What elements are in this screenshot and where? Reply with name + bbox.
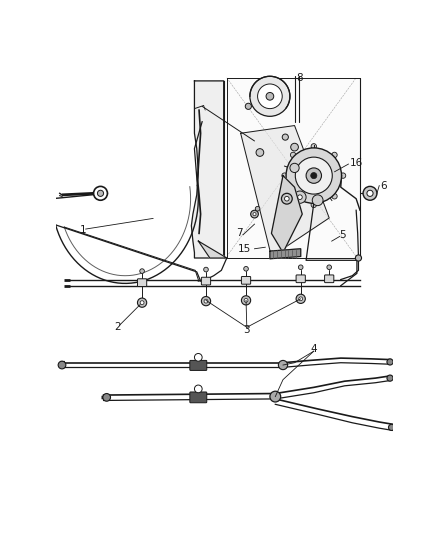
Text: 16: 16 xyxy=(350,158,363,167)
FancyBboxPatch shape xyxy=(201,277,211,285)
Circle shape xyxy=(204,267,208,272)
Circle shape xyxy=(94,187,107,200)
Circle shape xyxy=(140,269,145,273)
Circle shape xyxy=(298,265,303,270)
Circle shape xyxy=(290,193,296,199)
Circle shape xyxy=(250,76,290,116)
Circle shape xyxy=(282,193,292,204)
Circle shape xyxy=(256,149,264,156)
Circle shape xyxy=(340,173,346,179)
Polygon shape xyxy=(227,78,360,258)
Polygon shape xyxy=(191,81,224,258)
Text: 4: 4 xyxy=(311,344,317,354)
Polygon shape xyxy=(272,175,302,253)
Polygon shape xyxy=(198,241,227,258)
Text: 15: 15 xyxy=(238,244,251,254)
Circle shape xyxy=(291,143,298,151)
Circle shape xyxy=(306,168,321,183)
Circle shape xyxy=(103,393,110,401)
Circle shape xyxy=(245,103,251,109)
Circle shape xyxy=(387,375,393,381)
Circle shape xyxy=(270,391,281,402)
Circle shape xyxy=(140,301,144,304)
Circle shape xyxy=(355,255,361,261)
Circle shape xyxy=(311,144,317,149)
Circle shape xyxy=(201,296,211,306)
Circle shape xyxy=(387,359,393,365)
Text: 6: 6 xyxy=(380,181,387,191)
Circle shape xyxy=(294,191,306,203)
Circle shape xyxy=(363,187,377,200)
Circle shape xyxy=(295,157,332,194)
Circle shape xyxy=(286,148,342,203)
Circle shape xyxy=(194,353,202,361)
Circle shape xyxy=(58,361,66,369)
Circle shape xyxy=(194,385,202,393)
FancyBboxPatch shape xyxy=(190,360,207,370)
Circle shape xyxy=(311,173,317,179)
Text: 7: 7 xyxy=(236,228,242,238)
Text: 1: 1 xyxy=(79,224,86,235)
FancyBboxPatch shape xyxy=(241,277,251,284)
Circle shape xyxy=(298,195,302,199)
Circle shape xyxy=(389,424,395,431)
Circle shape xyxy=(258,84,282,109)
Circle shape xyxy=(296,294,305,303)
Circle shape xyxy=(255,206,260,211)
Circle shape xyxy=(290,152,296,158)
Text: 8: 8 xyxy=(296,73,303,83)
Circle shape xyxy=(97,190,103,196)
Circle shape xyxy=(285,196,289,201)
FancyBboxPatch shape xyxy=(325,275,334,282)
Circle shape xyxy=(251,210,258,218)
Text: 2: 2 xyxy=(114,322,121,332)
Circle shape xyxy=(367,190,373,196)
Polygon shape xyxy=(270,249,301,259)
Circle shape xyxy=(327,265,332,270)
Circle shape xyxy=(332,193,337,199)
Circle shape xyxy=(312,195,323,206)
Circle shape xyxy=(290,163,299,173)
Circle shape xyxy=(282,134,288,140)
Circle shape xyxy=(299,297,303,301)
Circle shape xyxy=(279,360,288,370)
Circle shape xyxy=(282,173,287,179)
Circle shape xyxy=(204,299,208,303)
Text: 5: 5 xyxy=(339,230,346,240)
Circle shape xyxy=(244,298,248,302)
Text: 3: 3 xyxy=(244,325,250,335)
Circle shape xyxy=(138,298,147,308)
Circle shape xyxy=(241,296,251,305)
FancyBboxPatch shape xyxy=(296,275,305,282)
Circle shape xyxy=(244,266,248,271)
Polygon shape xyxy=(240,126,329,256)
FancyBboxPatch shape xyxy=(190,392,207,403)
Circle shape xyxy=(311,202,317,207)
Circle shape xyxy=(266,92,274,100)
FancyBboxPatch shape xyxy=(138,279,147,287)
Circle shape xyxy=(253,213,256,216)
Circle shape xyxy=(332,152,337,158)
